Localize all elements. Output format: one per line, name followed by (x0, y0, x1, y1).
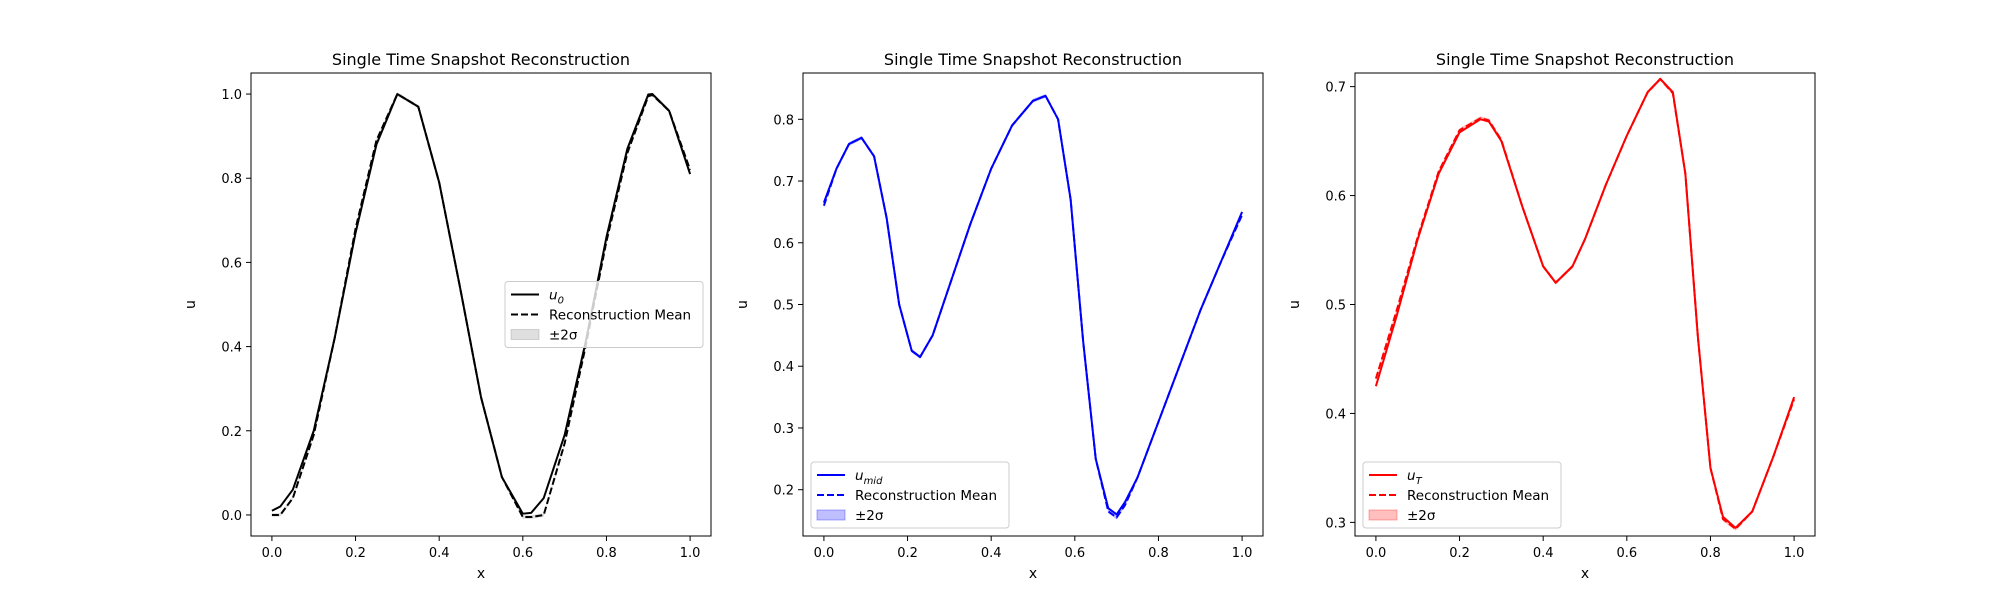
legend-truth-symbol: u (549, 288, 558, 304)
legend-truth-subscript: 0 (558, 296, 564, 307)
chart-panel-2: Single Time Snapshot Reconstruction 0.0 0.… (735, 50, 1264, 582)
y-tick-label: 0.6 (773, 237, 794, 252)
reconstruction-mean-line (271, 93, 692, 519)
legend-truth-subscript: T (1416, 476, 1423, 487)
y-tick-label: 0.5 (773, 299, 794, 314)
x-tick-label: 0.2 (345, 546, 366, 561)
x-tick-label: 0.6 (1064, 546, 1085, 561)
legend-band-label: ±2σ (549, 328, 578, 344)
legend-band-label: ±2σ (855, 508, 884, 524)
y-tick-label: 0.8 (221, 172, 242, 187)
x-tick-label: 1.0 (1784, 546, 1805, 561)
legend-mean-label: Reconstruction Mean (855, 488, 997, 504)
x-tick-label: 0.0 (262, 546, 283, 561)
x-tick-label: 0.4 (429, 546, 450, 561)
y-tick-label: 0.7 (773, 175, 794, 190)
axes-frame (250, 72, 712, 537)
x-tick-label: 0.2 (1449, 546, 1470, 561)
y-tick-label: 0.3 (773, 422, 794, 437)
y-tick-label: 1.0 (221, 88, 242, 103)
reconstruction-mean-line (822, 94, 1244, 519)
chart-title: Single Time Snapshot Reconstruction (1436, 50, 1734, 69)
x-tick-label: 0.4 (1533, 546, 1554, 561)
uncertainty-band (823, 93, 1243, 520)
x-axis-label: x (1581, 566, 1589, 582)
legend-truth-symbol: u (1407, 468, 1416, 484)
x-tick-label: 0.0 (1366, 546, 1387, 561)
x-tick-label: 0.6 (1616, 546, 1637, 561)
legend-band-swatch (510, 329, 540, 340)
x-tick-label: 0.0 (814, 546, 835, 561)
y-tick-label: 0.2 (773, 484, 794, 499)
truth-line (822, 94, 1244, 516)
y-tick-label: 0.5 (1325, 299, 1346, 314)
y-tick-label: 0.2 (221, 425, 242, 440)
legend-truth-label: u0 (549, 288, 564, 307)
legend-box (810, 461, 1010, 529)
legend-band-label: ±2σ (1407, 508, 1436, 524)
legend-box (504, 281, 704, 348)
y-axis-label: u (1287, 300, 1303, 309)
legend-band-swatch (816, 509, 846, 521)
y-tick-label: 0.4 (221, 341, 242, 356)
y-tick-label: 0.4 (773, 360, 794, 375)
chart-panel-3: Single Time Snapshot Reconstruction 0.0 0.… (1287, 50, 1816, 582)
y-axis-label: u (183, 300, 199, 309)
legend-truth-label: umid (855, 468, 883, 487)
chart-title: Single Time Snapshot Reconstruction (884, 50, 1182, 69)
y-tick-label: 0.7 (1325, 81, 1346, 96)
x-axis-label: x (1029, 566, 1037, 582)
y-tick-label: 0.6 (1325, 190, 1346, 205)
chart-panel-1: Single Time Snapshot Reconstruction 0.0 0.… (183, 50, 712, 582)
x-tick-label: 0.8 (1700, 546, 1721, 561)
x-tick-label: 1.0 (680, 546, 701, 561)
x-tick-label: 0.4 (981, 546, 1002, 561)
y-tick-label: 0.8 (773, 113, 794, 128)
reconstruction-mean-line (1374, 77, 1796, 530)
legend-band-swatch (1368, 509, 1398, 521)
y-tick-label: 0.6 (221, 256, 242, 271)
x-tick-label: 0.8 (596, 546, 617, 561)
x-axis-label: x (477, 566, 485, 582)
x-tick-label: 0.2 (897, 546, 918, 561)
x-tick-label: 0.8 (1148, 546, 1169, 561)
chart-title: Single Time Snapshot Reconstruction (332, 50, 630, 69)
legend-mean-label: Reconstruction Mean (1407, 488, 1549, 504)
x-tick-label: 1.0 (1232, 546, 1253, 561)
x-tick-label: 0.6 (512, 546, 533, 561)
y-tick-label: 0.0 (221, 509, 242, 524)
y-tick-label: 0.3 (1325, 516, 1346, 531)
legend-truth-label: uT (1407, 468, 1423, 487)
legend-truth-symbol: u (855, 468, 864, 484)
y-axis-label: u (735, 300, 751, 309)
legend-box (1362, 461, 1562, 529)
y-tick-label: 0.4 (1325, 407, 1346, 422)
truth-line (1374, 77, 1796, 529)
legend-mean-label: Reconstruction Mean (549, 308, 691, 324)
legend-truth-subscript: mid (864, 476, 884, 487)
